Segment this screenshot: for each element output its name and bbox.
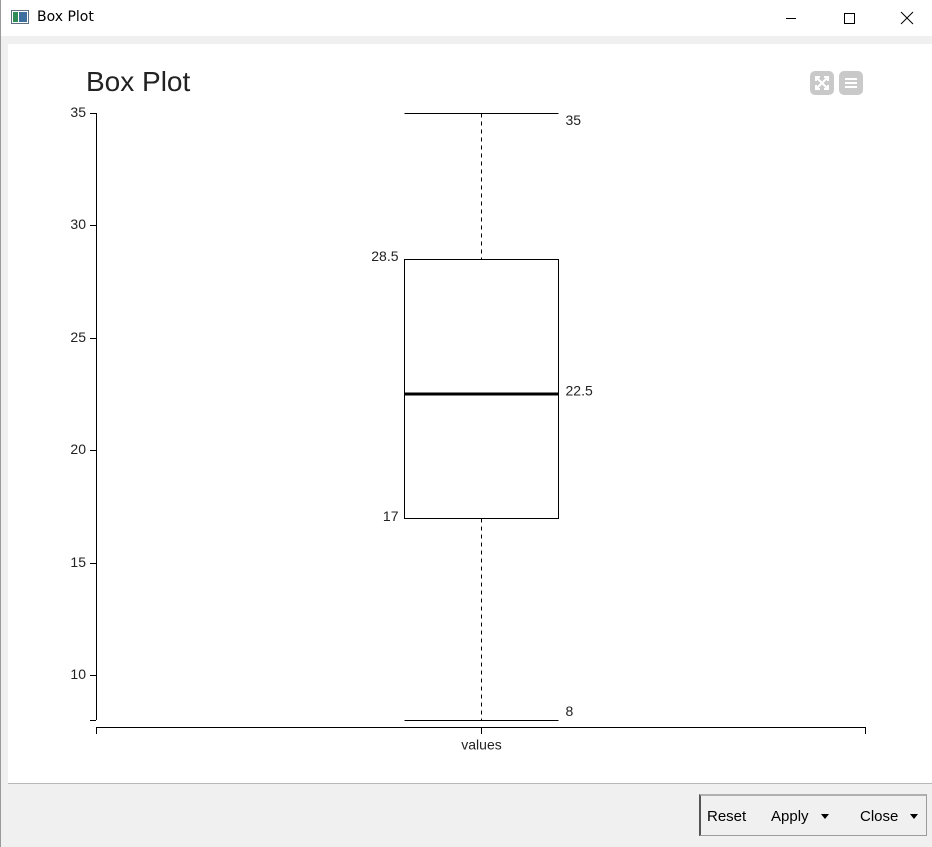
- minimize-button[interactable]: [768, 0, 814, 36]
- y-tick-label: 10: [70, 666, 86, 682]
- minimize-icon: [786, 18, 796, 19]
- close-icon: [900, 11, 914, 25]
- apply-button[interactable]: Apply: [771, 796, 829, 836]
- close-window-button[interactable]: [884, 0, 930, 36]
- iqr-box: [404, 259, 559, 519]
- maximize-icon: [844, 13, 855, 24]
- fullscreen-icon: [815, 76, 829, 90]
- dialog-button-bar: Reset Apply Close: [699, 794, 927, 836]
- y-tick-label: 20: [70, 441, 86, 457]
- box-plot-chart: 10 15 20 25 30 35 values 35 28.5 22.5 17 8: [70, 104, 866, 753]
- title-bar: Box Plot: [1, 0, 932, 36]
- close-label: Close: [860, 807, 899, 825]
- max-label: 35: [566, 112, 582, 128]
- min-label: 8: [566, 703, 574, 719]
- x-tick-label: values: [461, 737, 501, 753]
- apply-label: Apply: [771, 807, 809, 825]
- reset-button[interactable]: Reset: [707, 796, 746, 836]
- app-icon: [11, 10, 29, 24]
- q3-label: 28.5: [371, 248, 398, 264]
- reset-label: Reset: [707, 807, 747, 825]
- y-tick-label: 15: [70, 554, 86, 570]
- median-label: 22.5: [566, 383, 593, 399]
- maximize-button[interactable]: [826, 0, 872, 36]
- hamburger-menu-icon: [845, 78, 857, 88]
- window-title: Box Plot: [37, 9, 94, 25]
- chart-menu-button[interactable]: [839, 71, 863, 95]
- y-tick-label: 35: [70, 104, 86, 120]
- close-button[interactable]: Close: [860, 796, 919, 836]
- y-tick-label: 30: [70, 216, 86, 232]
- chart-title: Box Plot: [86, 66, 191, 97]
- fullscreen-button[interactable]: [810, 71, 834, 95]
- y-tick-label: 25: [70, 329, 86, 345]
- q1-label: 17: [383, 508, 399, 524]
- close-dropdown-icon[interactable]: [910, 813, 919, 819]
- apply-dropdown-icon[interactable]: [820, 813, 829, 819]
